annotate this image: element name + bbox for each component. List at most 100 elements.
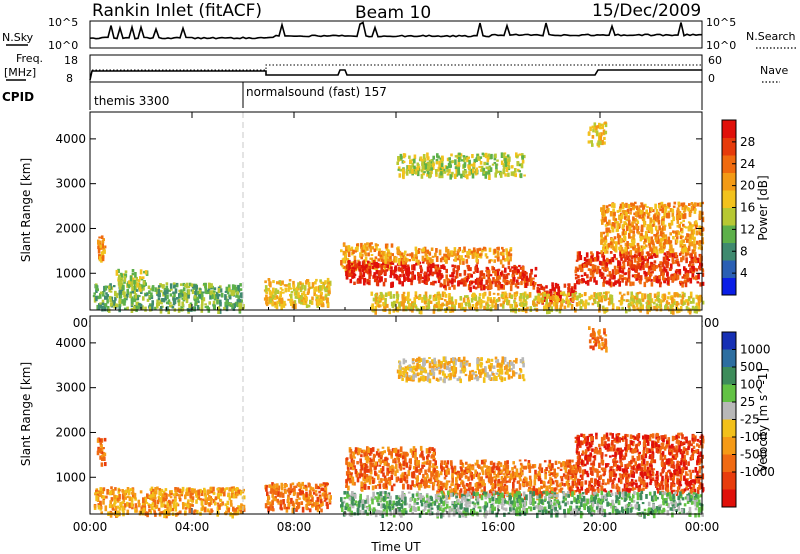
data-cell — [434, 280, 437, 284]
data-cell — [655, 209, 659, 215]
data-cell — [685, 257, 688, 264]
data-cell — [238, 307, 241, 312]
data-cell — [305, 280, 308, 285]
data-cell — [328, 492, 331, 495]
data-cell — [103, 285, 106, 292]
data-cell — [353, 281, 356, 285]
data-cell — [671, 262, 675, 265]
data-cell — [99, 302, 102, 305]
data-cell — [213, 304, 216, 310]
data-cell — [235, 507, 239, 510]
data-cell — [521, 159, 525, 164]
data-cell — [603, 242, 607, 245]
data-cell — [427, 298, 431, 301]
data-cell — [352, 451, 355, 458]
data-cell — [433, 474, 436, 479]
data-cell — [155, 504, 159, 509]
data-cell — [397, 166, 401, 171]
data-cell — [103, 249, 106, 254]
data-cell — [137, 306, 140, 310]
data-cell — [655, 278, 659, 284]
data-cell — [664, 305, 667, 311]
data-cell — [568, 302, 572, 306]
data-cell — [683, 302, 686, 305]
data-cell — [643, 221, 646, 228]
data-cell — [285, 507, 289, 513]
data-cell — [135, 289, 139, 292]
data-cell — [689, 211, 693, 213]
data-cell — [521, 155, 524, 161]
data-cell — [485, 256, 489, 259]
data-cell — [403, 476, 407, 482]
data-cell — [669, 305, 672, 311]
data-cell — [634, 274, 637, 279]
data-cell — [659, 307, 663, 311]
data-cell — [319, 285, 322, 291]
data-cell — [467, 265, 471, 272]
data-cell — [596, 125, 599, 129]
data-cell — [399, 168, 403, 172]
data-cell — [639, 209, 643, 215]
data-cell — [461, 249, 465, 254]
data-cell — [627, 271, 631, 277]
data-cell — [634, 201, 637, 205]
data-cell — [231, 513, 234, 519]
data-cell — [450, 173, 454, 178]
data-cell — [460, 255, 463, 260]
data-cell — [658, 242, 662, 247]
data-cell — [371, 265, 375, 269]
data-cell — [169, 283, 173, 289]
data-cell — [631, 241, 634, 246]
data-cell — [360, 454, 363, 458]
data-cell — [526, 306, 529, 310]
data-cell — [657, 297, 661, 303]
data-cell — [663, 245, 666, 248]
data-cell — [506, 257, 509, 262]
data-cell — [481, 248, 485, 251]
data-cell — [521, 301, 525, 305]
data-cell — [99, 302, 102, 309]
data-cell — [483, 463, 486, 468]
data-cell — [619, 299, 623, 306]
station-title: Rankin Inlet (fitACF) — [92, 1, 262, 21]
data-cell — [305, 491, 308, 498]
data-cell — [431, 255, 435, 258]
data-cell — [236, 492, 239, 497]
data-cell — [556, 296, 559, 303]
data-cell — [122, 284, 125, 291]
data-cell — [121, 493, 125, 500]
data-cell — [625, 250, 629, 255]
data-cell — [366, 278, 369, 285]
data-cell — [605, 250, 609, 254]
data-cell — [362, 247, 365, 253]
data-cell — [625, 308, 628, 314]
data-cell — [593, 276, 596, 283]
data-cell — [118, 284, 121, 288]
data-cell — [464, 302, 468, 305]
data-cell — [403, 273, 406, 279]
data-cell — [369, 461, 372, 465]
data-cell — [360, 473, 364, 477]
data-cell — [415, 258, 418, 263]
data-cell — [386, 249, 390, 255]
data-cell — [380, 265, 384, 269]
data-cell — [493, 279, 496, 282]
data-cell — [543, 305, 546, 311]
data-cell — [622, 234, 626, 239]
data-cell — [471, 253, 475, 259]
data-cell — [429, 258, 433, 264]
data-cell — [618, 300, 621, 303]
data-cell — [641, 304, 644, 310]
data-cell — [686, 238, 689, 243]
data-cell — [701, 281, 705, 286]
data-cell — [279, 492, 282, 498]
data-cell — [131, 290, 134, 294]
data-cell — [99, 244, 103, 248]
data-cell — [437, 168, 440, 172]
data-cell — [568, 283, 571, 288]
data-cell — [285, 484, 288, 487]
data-cell — [108, 289, 111, 293]
data-cell — [501, 264, 505, 268]
data-cell — [469, 306, 472, 311]
data-cell — [287, 284, 291, 289]
